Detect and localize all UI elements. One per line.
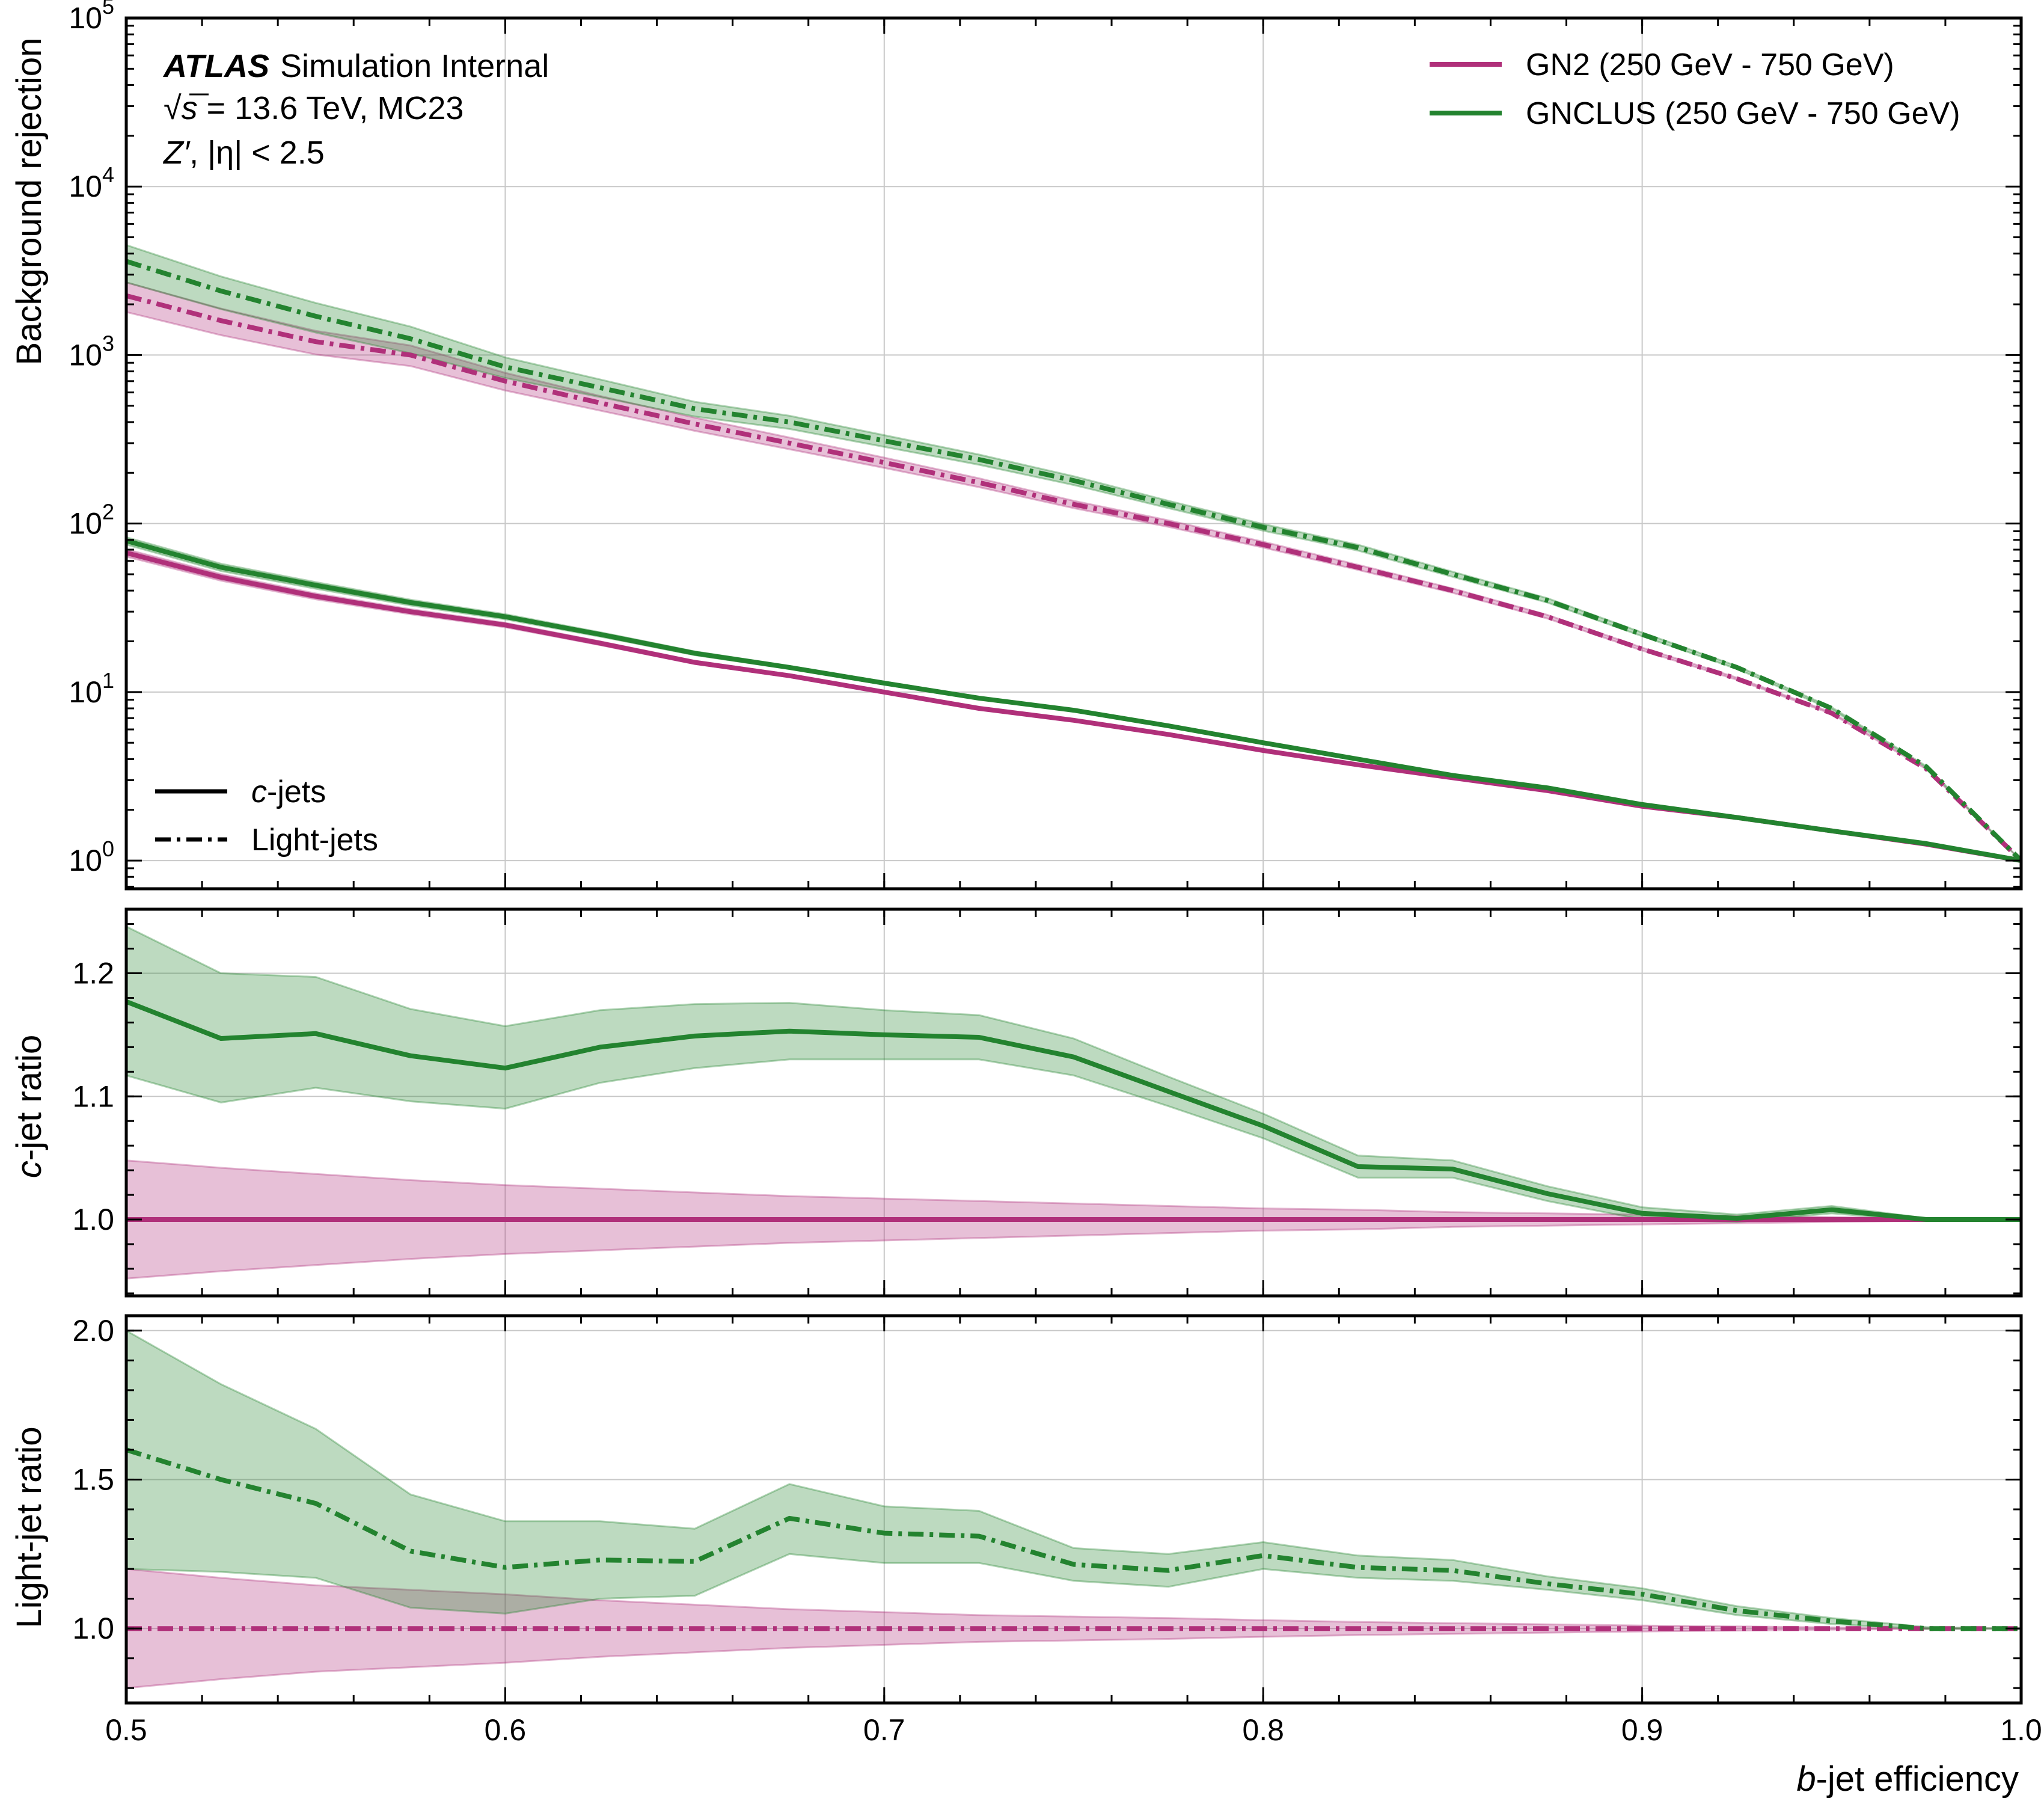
light-ratio-ytick-label-0: 1.0 bbox=[72, 1612, 114, 1645]
legend-gnclus-label: GNCLUS (250 GeV - 750 GeV) bbox=[1526, 96, 1960, 131]
main-ytick-label-base-3: 10 bbox=[69, 338, 102, 372]
main-ytick-label-5: 105 bbox=[69, 0, 114, 35]
main-plot-area bbox=[126, 244, 2021, 864]
light-ratio-xtick-label-5: 1.0 bbox=[2000, 1713, 2042, 1747]
sample-rest: , |η| < 2.5 bbox=[189, 135, 325, 171]
sample-annotation: Z′, |η| < 2.5 bbox=[162, 135, 325, 171]
main-ytick-label-1: 101 bbox=[69, 668, 114, 709]
light-ratio-plot-area bbox=[126, 1330, 2021, 1689]
c-ratio-ytick-label-0: 1.0 bbox=[72, 1203, 114, 1236]
main-frame bbox=[124, 16, 2023, 891]
light-ratio-xtick-label-3: 0.8 bbox=[1242, 1713, 1284, 1747]
main-ytick-label-base-2: 10 bbox=[69, 507, 102, 541]
legend-cjets-rest: -jets bbox=[267, 775, 326, 809]
main-ytick-label-base-4: 10 bbox=[69, 170, 102, 203]
xlabel: b-jet efficiency bbox=[1796, 1760, 2019, 1799]
main-ytick-label-base-0: 10 bbox=[69, 844, 102, 877]
legend-cjets-italic: c bbox=[251, 775, 267, 809]
tagger-legend: GN2 (250 GeV - 750 GeV) GNCLUS (250 GeV … bbox=[1430, 48, 1960, 131]
svg-text:√s = 13.6 TeV, MC23: √s = 13.6 TeV, MC23 bbox=[164, 90, 464, 126]
energy-s: s bbox=[182, 90, 198, 126]
c-ratio-ylabel-rest: -jet ratio bbox=[10, 1035, 49, 1161]
c-ratio-ytick-label-1: 1.1 bbox=[72, 1079, 114, 1113]
main-ytick-label-0: 100 bbox=[69, 836, 114, 877]
energy-rest: = 13.6 TeV, MC23 bbox=[198, 90, 464, 126]
main-ytick-label-exp-2: 2 bbox=[102, 500, 114, 524]
light-ratio-xtick-label-0: 0.5 bbox=[105, 1713, 147, 1747]
main-ytick-label-2: 102 bbox=[69, 500, 114, 541]
c-ratio-panel: 1.0 1.1 1.2 bbox=[72, 907, 2023, 1298]
energy-annotation: √s = 13.6 TeV, MC23 bbox=[164, 90, 464, 126]
legend-lightjets-label: Light-jets bbox=[251, 823, 378, 858]
main-ytick-label-exp-4: 4 bbox=[102, 162, 114, 187]
light-ratio-panel: 1.0 1.5 2.0 0.5 0.6 0.7 0.8 0.9 1.0 bbox=[72, 1314, 2042, 1747]
main-ytick-label-3: 103 bbox=[69, 331, 114, 372]
flavour-legend: c-jets Light-jets bbox=[155, 775, 378, 858]
legend-gn2-label: GN2 (250 GeV - 750 GeV) bbox=[1526, 48, 1894, 82]
c-ratio-frame bbox=[124, 907, 2023, 1298]
light-ratio-ytick-label-2: 2.0 bbox=[72, 1314, 114, 1348]
xlabel-italic: b bbox=[1796, 1760, 1816, 1799]
xlabel-rest: -jet efficiency bbox=[1816, 1760, 2019, 1799]
light-ratio-ylabel: Light-jet ratio bbox=[10, 1426, 49, 1628]
c-ratio-ytick-label-2: 1.2 bbox=[72, 956, 114, 990]
atlas-wordmark: ATLAS bbox=[162, 48, 269, 84]
atlas-status: Simulation Internal bbox=[280, 48, 549, 84]
main-ytick-label-exp-1: 1 bbox=[102, 668, 114, 693]
light-ratio-xtick-label-4: 0.9 bbox=[1621, 1713, 1663, 1747]
main-ytick-label-base-5: 10 bbox=[69, 1, 102, 35]
legend-cjets-label: c-jets bbox=[251, 775, 326, 809]
c-ratio-ylabel-italic: c bbox=[10, 1161, 49, 1178]
main-ytick-label-4: 104 bbox=[69, 162, 114, 203]
main-ytick-label-exp-0: 0 bbox=[102, 836, 114, 861]
main-ytick-label-base-1: 10 bbox=[69, 675, 102, 709]
main-ytick-label-exp-3: 3 bbox=[102, 331, 114, 355]
light-ratio-xtick-label-1: 0.6 bbox=[485, 1713, 527, 1747]
main-ytick-label-exp-5: 5 bbox=[102, 0, 114, 19]
light-ratio-ytick-label-1: 1.5 bbox=[72, 1462, 114, 1496]
sample-z: Z′ bbox=[162, 135, 191, 171]
light-ratio-frame bbox=[124, 1314, 2023, 1705]
c-ratio-ylabel: c-jet ratio bbox=[10, 1035, 49, 1179]
sqrt-symbol: √ bbox=[164, 90, 182, 126]
c-ratio-plot-area bbox=[126, 925, 2021, 1280]
main-ylabel: Background rejection bbox=[10, 38, 49, 366]
atlas-label: ATLAS Simulation Internal bbox=[162, 48, 549, 84]
light-ratio-xtick-label-2: 0.7 bbox=[863, 1713, 905, 1747]
